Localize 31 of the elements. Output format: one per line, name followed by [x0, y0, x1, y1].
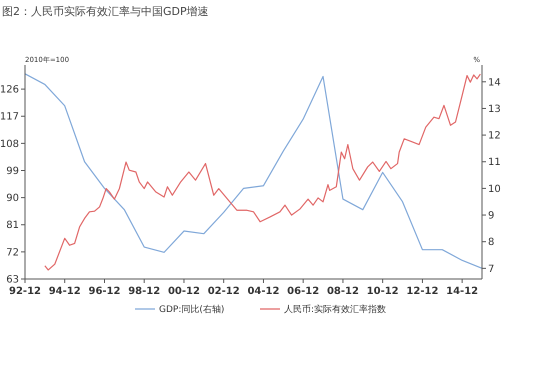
legend-label: 人民币:实际有效汇率指数 [284, 304, 386, 315]
y-tick-label: 63 [6, 274, 19, 286]
y2-tick-label: 12 [488, 130, 501, 142]
x-tick-label: 10-12 [366, 286, 399, 297]
x-tick-label: 92-12 [9, 286, 42, 297]
y-tick-label: 90 [6, 193, 19, 204]
x-tick-label: 12-12 [406, 286, 438, 297]
y2-tick-label: 14 [488, 77, 501, 88]
x-tick-label: 08-12 [326, 286, 359, 297]
x-tick-label: 96-12 [88, 286, 121, 297]
y-tick-label: 72 [6, 247, 19, 258]
y-tick-label: 126 [0, 84, 19, 96]
y2-tick-label: 11 [488, 157, 501, 168]
y-tick-label: 99 [6, 166, 19, 177]
x-tick-label: 00-12 [168, 286, 200, 297]
y2-tick-label: 7 [488, 264, 494, 275]
x-tick-label: 02-12 [208, 286, 240, 297]
x-tick-label: 06-12 [287, 286, 320, 297]
y-tick-label: 108 [0, 138, 19, 150]
x-tick-label: 04-12 [247, 286, 280, 297]
chart-title: 图2：人民币实际有效汇率与中国GDP增速 [2, 5, 209, 18]
y2-tick-label: 10 [488, 184, 501, 195]
y2-tick-label: 13 [488, 104, 501, 115]
x-tick-label: 94-12 [48, 286, 81, 297]
y2-tick-label: 8 [488, 237, 494, 248]
x-tick-label: 14-12 [446, 286, 478, 297]
y2-tick-label: 9 [488, 210, 494, 222]
y-tick-label: 81 [6, 220, 19, 232]
y-tick-label: 117 [0, 112, 19, 123]
legend-label: GDP:同比(右轴) [159, 304, 224, 315]
x-tick-label: 98-12 [128, 286, 160, 297]
